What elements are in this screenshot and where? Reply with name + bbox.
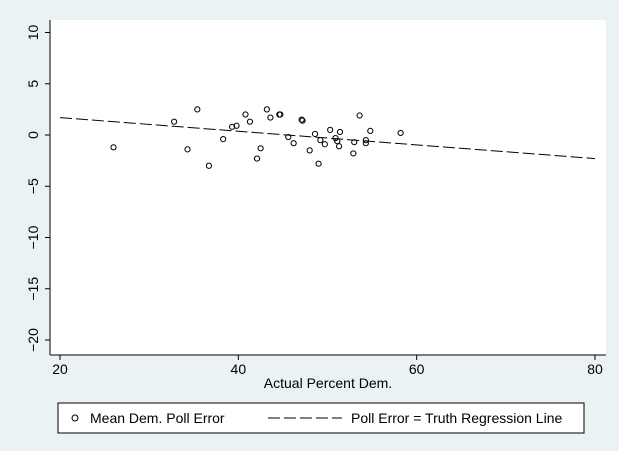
plot-area	[50, 20, 606, 355]
legend-label-scatter: Mean Dem. Poll Error	[90, 410, 225, 426]
legend-label-line: Poll Error = Truth Regression Line	[351, 410, 562, 426]
y-tick-label: 0	[25, 131, 41, 139]
y-tick-label: −5	[25, 178, 41, 194]
y-tick-label: 10	[25, 25, 41, 41]
y-tick-label: −15	[25, 277, 41, 301]
x-tick-label: 40	[231, 361, 247, 377]
x-tick-label: 20	[52, 361, 68, 377]
x-tick-label: 80	[587, 361, 603, 377]
x-axis-label: Actual Percent Dem.	[264, 375, 392, 391]
y-tick-label: −10	[25, 225, 41, 249]
y-tick-label: −20	[25, 328, 41, 352]
y-tick-label: 5	[25, 80, 41, 88]
x-tick-label: 60	[409, 361, 425, 377]
